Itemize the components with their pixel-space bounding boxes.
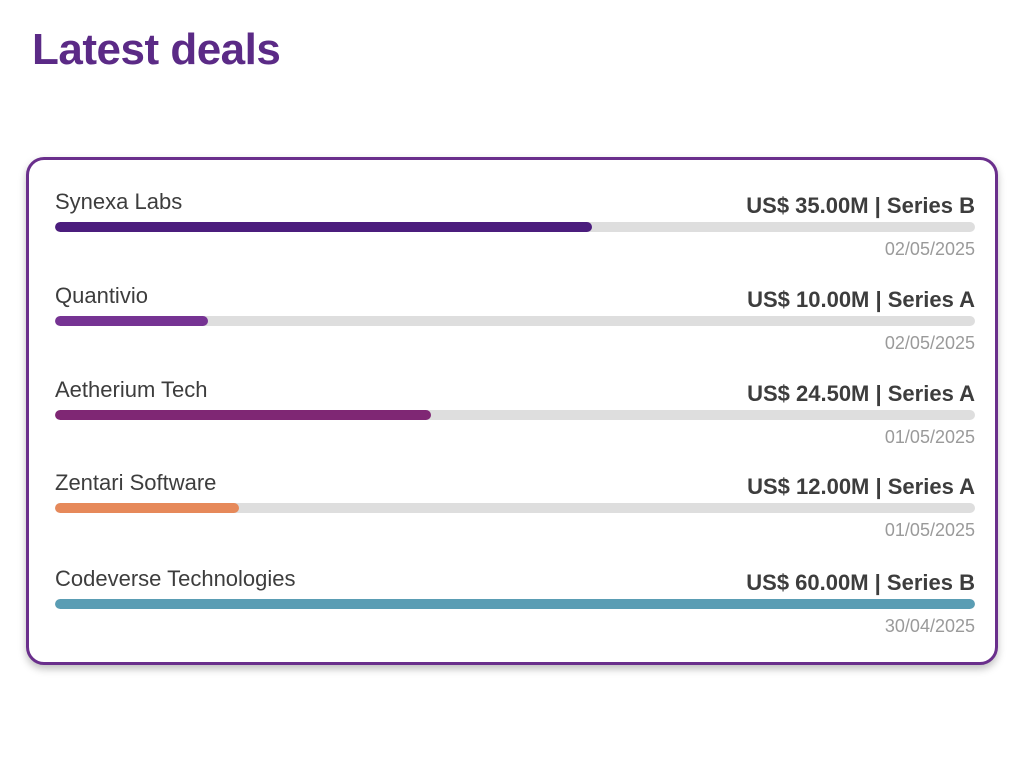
deal-date: 02/05/2025 [884, 239, 975, 259]
deal-progress-fill [55, 222, 592, 232]
deal-company-name: Codeverse Technologies [55, 566, 296, 591]
deal-amount-series: US$ 35.00M | Series B [746, 193, 975, 218]
deal-date: 02/05/2025 [884, 333, 975, 353]
deal-company-name: Synexa Labs [55, 189, 183, 214]
deal-item[interactable]: Codeverse Technologies US$ 60.00M | Seri… [55, 564, 975, 644]
page-title: Latest deals [32, 25, 281, 74]
deal-amount-series: US$ 60.00M | Series B [746, 570, 975, 595]
deal-progress-track [55, 503, 975, 513]
deal-date: 01/05/2025 [884, 427, 975, 447]
deal-date: 30/04/2025 [884, 616, 975, 636]
deals-card: Synexa Labs US$ 35.00M | Series B 02/05/… [26, 157, 998, 665]
deal-amount-series: US$ 10.00M | Series A [747, 287, 975, 312]
deal-progress-track [55, 222, 975, 232]
deal-item[interactable]: Synexa Labs US$ 35.00M | Series B 02/05/… [55, 187, 975, 267]
deal-amount-series: US$ 12.00M | Series A [747, 474, 975, 499]
deal-progress-track [55, 316, 975, 326]
deal-company-name: Zentari Software [55, 470, 217, 495]
deal-progress-fill [55, 410, 431, 420]
deal-date: 01/05/2025 [884, 520, 975, 540]
deal-progress-track [55, 599, 975, 609]
deal-progress-fill [55, 599, 975, 609]
deal-item[interactable]: Aetherium Tech US$ 24.50M | Series A 01/… [55, 375, 975, 455]
deal-progress-fill [55, 316, 209, 326]
deal-item[interactable]: Zentari Software US$ 12.00M | Series A 0… [55, 468, 975, 548]
deal-amount-series: US$ 24.50M | Series A [747, 381, 975, 406]
deal-company-name: Quantivio [55, 283, 148, 308]
deal-progress-track [55, 410, 975, 420]
deal-item[interactable]: Quantivio US$ 10.00M | Series A 02/05/20… [55, 281, 975, 361]
deal-progress-fill [55, 503, 239, 513]
deal-company-name: Aetherium Tech [55, 377, 208, 402]
